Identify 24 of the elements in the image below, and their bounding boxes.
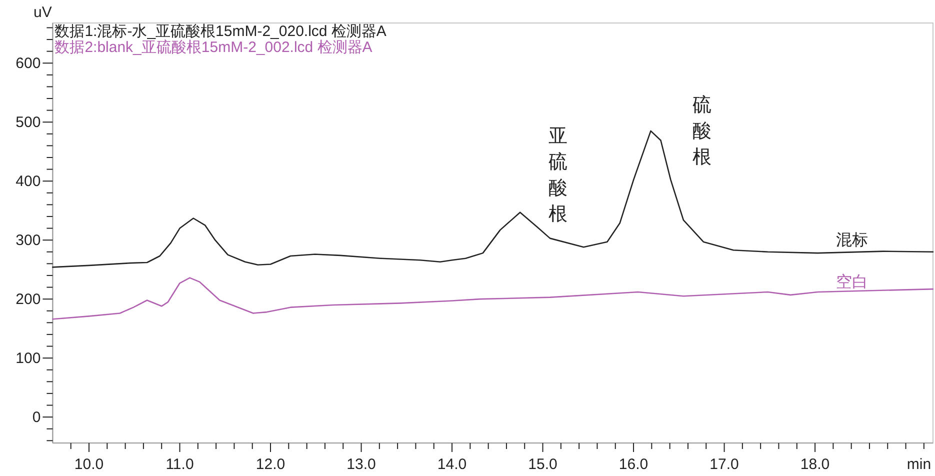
y-axis-title: uV (34, 4, 52, 21)
x-axis-title: min (906, 456, 932, 473)
annotation: 空白 (836, 273, 868, 291)
x-tick-label: 18.0 (800, 456, 830, 473)
annotation: 混标 (836, 232, 868, 249)
x-tick-label: 12.0 (256, 456, 286, 473)
x-tick-label: 11.0 (166, 456, 194, 473)
text: 数据1:混标-水_亚硫酸根15mM-2_020.lcd 检测器A (54, 23, 386, 40)
x-tick-label: 16.0 (618, 456, 648, 473)
x-tick-label: 15.0 (528, 456, 558, 473)
y-tick-label: 0 (32, 409, 41, 426)
x-tick-label: 17.0 (710, 456, 739, 473)
x-tick-label: 10.0 (74, 456, 104, 473)
x-tick-label: 14.0 (437, 456, 467, 473)
y-tick-label: 600 (16, 55, 41, 72)
x-tick-label: 13.0 (346, 456, 376, 473)
annotation: 硫酸根 (692, 94, 712, 168)
y-tick-label: 100 (16, 350, 41, 368)
y-tick-label: 200 (16, 291, 41, 308)
text: 数据2:blank_亚硫酸根15mM-2_002.lcd 检测器A (54, 39, 372, 56)
y-tick-label: 400 (16, 173, 41, 190)
y-tick-label: 300 (16, 232, 41, 250)
annotation: 亚硫酸根 (548, 126, 568, 225)
y-tick-label: 500 (16, 114, 41, 132)
